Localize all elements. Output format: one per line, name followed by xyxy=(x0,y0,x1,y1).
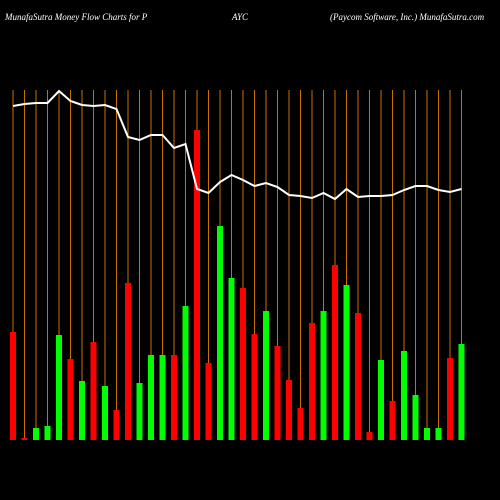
bar xyxy=(10,332,16,440)
bar xyxy=(274,346,281,440)
bar xyxy=(320,311,327,440)
bar xyxy=(297,408,304,440)
bar xyxy=(194,130,200,440)
bar xyxy=(378,360,384,440)
bar xyxy=(21,438,28,440)
bar xyxy=(343,285,350,440)
bar xyxy=(67,359,74,440)
bar xyxy=(424,428,430,440)
bar xyxy=(228,278,235,440)
bar xyxy=(389,401,396,440)
bar xyxy=(332,265,338,440)
bar xyxy=(309,323,315,440)
bar xyxy=(205,363,212,440)
bar xyxy=(44,426,51,440)
bar xyxy=(90,342,97,440)
bar xyxy=(355,313,361,440)
bar xyxy=(113,410,120,440)
bar xyxy=(240,288,246,440)
bar xyxy=(136,383,143,440)
chart-title: AYC xyxy=(231,12,249,22)
bar xyxy=(182,306,189,440)
bar xyxy=(217,226,223,440)
money-flow-line xyxy=(12,89,462,201)
bar xyxy=(125,283,131,440)
bar xyxy=(412,395,419,440)
bar xyxy=(263,311,269,440)
bars xyxy=(10,130,465,440)
chart-title: (Paycom Software, Inc.) MunafaSutra.com xyxy=(330,12,485,22)
bar xyxy=(159,355,166,440)
bar xyxy=(171,355,177,440)
bar xyxy=(435,428,442,440)
bar xyxy=(366,432,373,440)
chart-title: MunafaSutra Money Flow Charts for P xyxy=(4,12,148,22)
bar xyxy=(56,335,62,440)
bar xyxy=(286,380,292,440)
bar xyxy=(148,355,154,440)
bar xyxy=(447,358,453,440)
bar xyxy=(401,351,407,440)
bar xyxy=(79,381,85,440)
bar xyxy=(33,428,39,440)
bar xyxy=(458,344,465,440)
bar xyxy=(102,386,108,440)
bar xyxy=(251,334,258,440)
